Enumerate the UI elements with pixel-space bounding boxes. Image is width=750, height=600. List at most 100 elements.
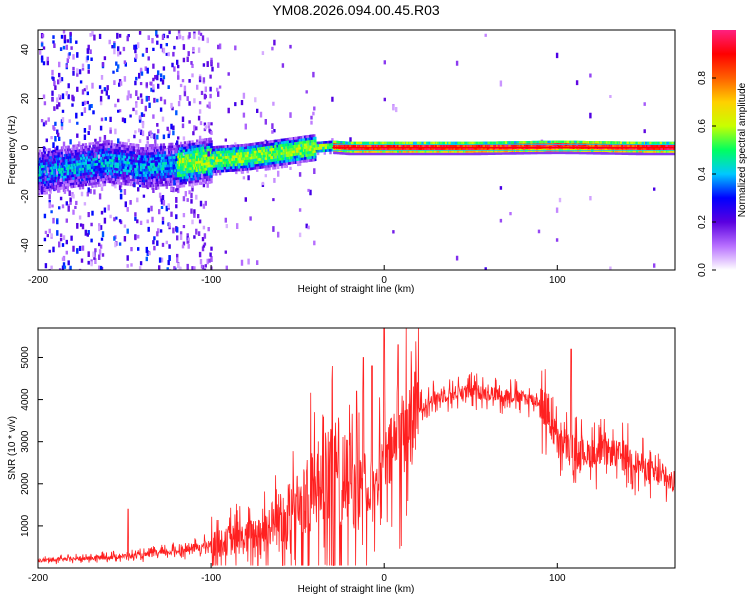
snr-y-tick-label-4: 5000 xyxy=(20,346,31,369)
snr-series-line xyxy=(38,328,675,567)
spectrogram-cell-group-996 xyxy=(301,154,305,158)
spectrogram-cell-group-275 xyxy=(56,128,191,179)
spectrogram-cell-group-498 xyxy=(88,142,91,146)
spectrogram-cell-group-1104 xyxy=(366,141,369,145)
spectrogram-cell-group-608 xyxy=(125,145,128,148)
spectrogram-cell-group-1413 xyxy=(669,141,672,145)
spectrogram-cell-group-972 xyxy=(281,157,285,161)
spectrogram-y-tick-label-3: 20 xyxy=(20,93,31,105)
spectrogram-cell-group-1407 xyxy=(652,141,655,145)
snr-x-tick-label-0: -200 xyxy=(28,573,48,584)
spectrogram-cell-group-1172 xyxy=(405,143,675,150)
spectrogram-cell-group-922 xyxy=(252,156,255,159)
spectrogram-cell-group-604 xyxy=(123,76,127,82)
spectrogram-cell-group-941 xyxy=(264,166,275,171)
spectrogram-cell-group-828 xyxy=(204,149,207,152)
spectrogram-cell-group-492 xyxy=(87,251,90,257)
spectrogram-cell-group-596 xyxy=(120,174,124,177)
spectrogram-cell-group-1402 xyxy=(641,141,644,145)
spectrogram-x-tick-label-3: 100 xyxy=(549,275,566,286)
spectrogram-cell-group-751 xyxy=(188,164,191,168)
spectrogram-cell-group-1247 xyxy=(460,141,464,145)
spectrogram-cell-group-481 xyxy=(85,154,173,178)
spectrogram-cell-group-356 xyxy=(64,186,68,189)
spectrogram-cell-group-908 xyxy=(239,140,565,157)
spectrogram-cell-group-971 xyxy=(280,141,304,153)
spectrogram-cell-group-1149 xyxy=(392,105,395,111)
spectrogram-cell-group-871 xyxy=(219,159,223,162)
spectrogram-cell-group-634 xyxy=(141,174,149,180)
spectrogram-cell-group-1256 xyxy=(467,144,554,149)
colorbar-tick-label-0: 0.0 xyxy=(697,263,708,277)
figure-title: YM08.2026.094.00.45.R03 xyxy=(272,2,440,18)
snr-x-tick-label-3: 100 xyxy=(549,573,566,584)
spectrogram-cell-group-939 xyxy=(262,154,266,158)
spectrogram-cell-group-945 xyxy=(267,141,348,152)
spectrogram-cell-group-961 xyxy=(275,153,278,156)
spectrogram-cell-group-736 xyxy=(185,173,188,176)
spectrogram-cell-group-875 xyxy=(220,141,675,160)
spectrogram-cell-group-546 xyxy=(100,75,104,80)
spectrogram-cell-group-589 xyxy=(115,149,118,152)
spectrogram-cell-group-567 xyxy=(108,180,111,184)
spectrogram-cell-group-953 xyxy=(271,148,274,151)
spectrogram-cell-group-1032 xyxy=(337,141,341,144)
snr-y-tick-label-1: 2000 xyxy=(20,472,31,495)
spectrogram-cell-group-524 xyxy=(95,157,98,161)
spectrogram-cell-group-680 xyxy=(177,179,180,183)
spectrogram-cell-group-1316 xyxy=(526,141,529,144)
spectrogram-cell-group-1411 xyxy=(662,141,665,145)
spectrogram-cell-group-369 xyxy=(65,91,68,96)
spectrogram-cell-group-674 xyxy=(170,148,173,151)
spectrogram-cell-group-1004 xyxy=(310,153,313,157)
spectrogram-cell-group-830 xyxy=(205,175,208,179)
spectrogram-cell-group-1401 xyxy=(639,144,643,148)
spectrogram-cell-group-559 xyxy=(105,156,108,159)
spectrogram-cell-group-614 xyxy=(127,53,138,96)
spectrogram-cell-group-840 xyxy=(208,167,211,171)
spectrogram-cell-group-940 xyxy=(262,149,266,153)
spectrogram-ylabel: Frequency (Hz) xyxy=(7,116,18,185)
snr-y-tick-label-2: 3000 xyxy=(20,430,31,453)
spectrogram-cell-group-1392 xyxy=(627,149,630,153)
spectrogram-frame xyxy=(37,29,676,271)
spectrogram-cell-group-461 xyxy=(81,63,85,68)
spectrogram-cell-group-413 xyxy=(74,174,77,177)
spectrogram-cell-group-846 xyxy=(210,177,213,181)
spectrogram-cell-group-864 xyxy=(216,151,219,154)
spectrogram-cell-group-797 xyxy=(197,146,268,172)
spectrogram-cell-group-1299 xyxy=(508,143,524,147)
colorbar-label: Normalized spectral amplitude xyxy=(737,82,748,217)
spectrogram-cell-group-1138 xyxy=(384,144,387,148)
spectrogram-cell-group-553 xyxy=(102,167,106,171)
spectrogram-cell-group-1408 xyxy=(659,141,663,145)
spectrogram-cell-group-1130 xyxy=(380,144,454,150)
colorbar-tick-label-3: 0.6 xyxy=(697,119,708,133)
snr-x-tick-label-2: 0 xyxy=(381,573,387,584)
spectrogram-cell-group-629 xyxy=(137,157,140,161)
spectrogram-cell-group-1202 xyxy=(425,144,658,150)
spectrogram-cell-group-520 xyxy=(94,141,450,174)
snr-xlabel: Height of straight line (km) xyxy=(298,584,415,595)
spectrogram-cell-group-755 xyxy=(188,32,191,38)
spectrogram-cell-group-370 xyxy=(66,186,69,189)
spectrogram-cell-group-769 xyxy=(191,73,194,78)
spectrogram-cell-group-860 xyxy=(215,152,238,168)
spectrogram-cell-group-1275 xyxy=(490,149,493,153)
spectrogram-cell-group-967 xyxy=(277,155,281,159)
spectrogram-cell-group-915 xyxy=(244,157,247,160)
spectrogram-cell-group-959 xyxy=(274,141,420,156)
spectrogram-cell-group-1171 xyxy=(404,144,407,148)
spectrogram-cell-group-977 xyxy=(285,143,288,147)
spectrogram-cell-group-641 xyxy=(146,142,149,147)
spectrogram-cell-group-950 xyxy=(270,159,273,162)
spectrogram-cell-group-627 xyxy=(136,152,139,155)
spectrogram-xlabel: Height of straight line (km) xyxy=(298,284,415,295)
snr-ylabel: SNR (10 * v/v) xyxy=(7,416,18,480)
spectrogram-cell-group-383 xyxy=(67,206,70,212)
spectrogram-cell-group-839 xyxy=(207,151,210,157)
spectrogram-cell-group-796 xyxy=(197,174,201,177)
spectrogram-cell-group-1185 xyxy=(415,144,418,148)
colorbar-gradient xyxy=(712,30,736,270)
spectrogram-cell-group-540 xyxy=(99,157,103,160)
